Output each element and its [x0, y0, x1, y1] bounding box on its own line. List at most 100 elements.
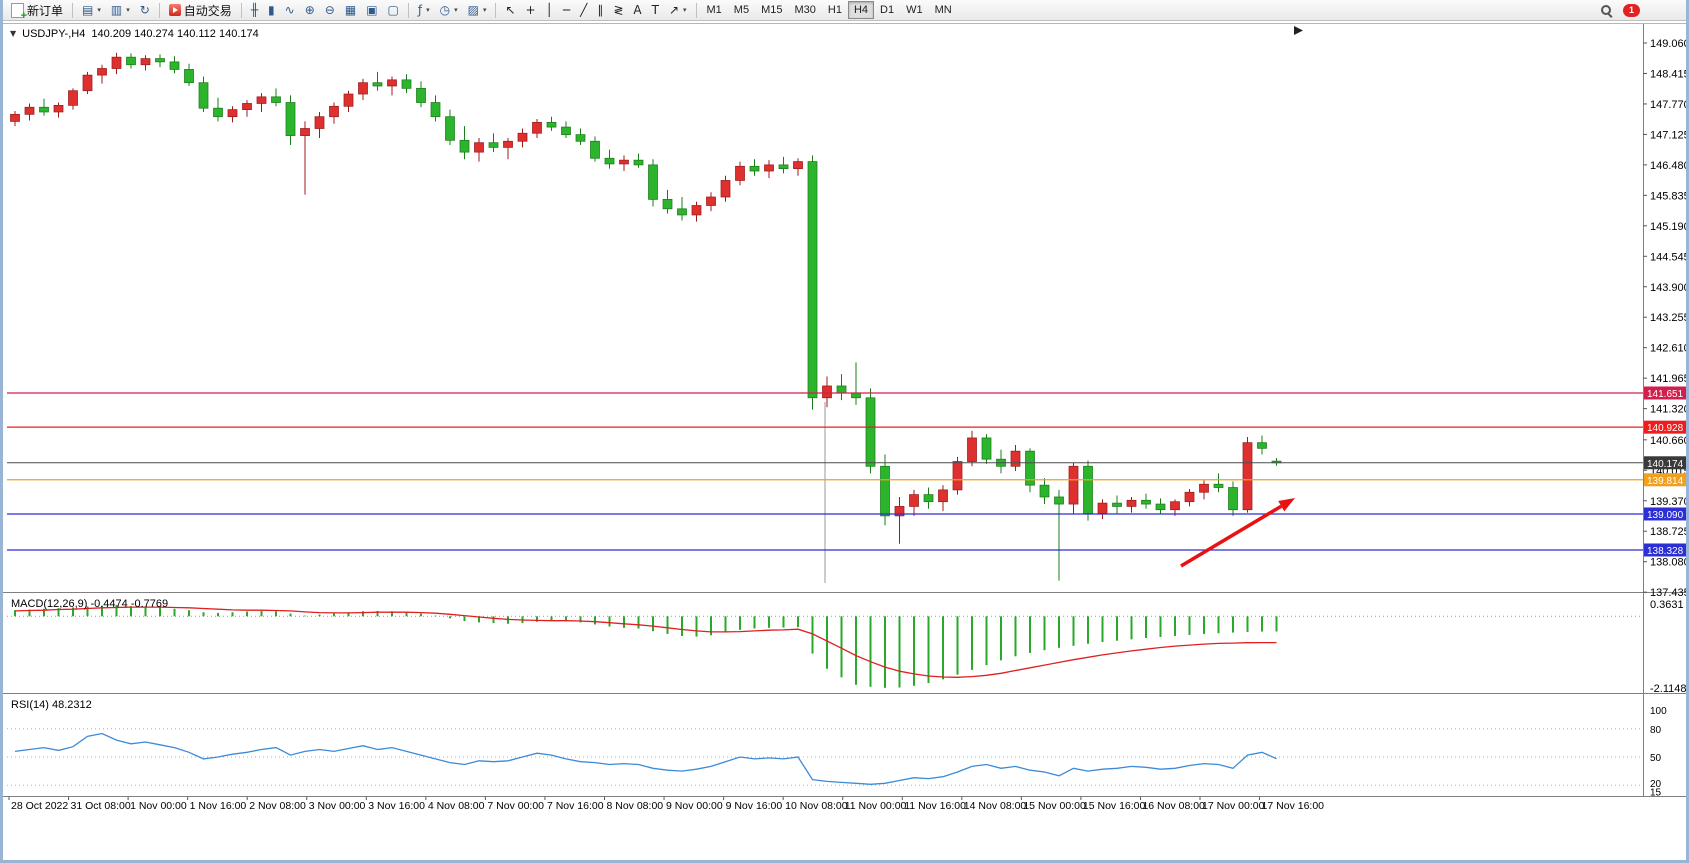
toolbar-separator	[495, 2, 497, 18]
rsi-axis-label: 80	[1650, 725, 1662, 736]
price-tag	[1644, 420, 1686, 434]
auto-arrange-button[interactable]: ▣	[361, 1, 382, 19]
timeframe-w1[interactable]: W1	[900, 1, 929, 19]
time-axis-label: 15 Nov 00:00	[1023, 800, 1086, 812]
candle-body	[1068, 465, 1079, 505]
trend-arrow-line[interactable]	[1180, 504, 1283, 568]
dropdown-caret-icon: ▾	[426, 6, 430, 14]
one-click-trading-toggle-icon[interactable]: ▼	[10, 29, 17, 38]
time-axis-label: 31 Oct 08:00	[71, 800, 131, 812]
candle-body	[300, 128, 310, 136]
candle-body	[24, 106, 35, 115]
trend-arrow-head[interactable]	[1278, 498, 1295, 512]
candle-body	[256, 96, 267, 104]
price-axis-label: 138.080	[1650, 557, 1689, 569]
time-axis-label: 8 Nov 08:00	[607, 800, 664, 812]
line-chart-button[interactable]: ∿	[280, 1, 300, 19]
candle-body	[880, 465, 890, 517]
profiles-button[interactable]: ▥ ▾	[106, 1, 135, 19]
zoom-in-button[interactable]: ⊕	[300, 1, 320, 19]
candle-body	[648, 164, 658, 200]
timeframe-m1[interactable]: M1	[701, 1, 728, 19]
dropdown-caret-icon: ▾	[126, 6, 130, 14]
timeframe-m30[interactable]: M30	[788, 1, 821, 19]
candle-body	[1170, 501, 1180, 511]
price-tag	[1644, 473, 1686, 487]
periods-button[interactable]: ◷ ▾	[435, 1, 463, 19]
new-order-label: 新订单	[27, 3, 64, 18]
indicators-button[interactable]: ƒ ▾	[413, 1, 435, 19]
candle-body	[894, 506, 905, 517]
label-button[interactable]: T	[647, 1, 664, 19]
candle-body	[111, 56, 122, 69]
candle-body	[140, 58, 151, 66]
timeframe-h1[interactable]: H1	[822, 1, 848, 19]
candle-body	[1054, 496, 1064, 505]
timeframe-m15[interactable]: M15	[755, 1, 788, 19]
candle-body	[1184, 491, 1195, 503]
price-tag	[1644, 456, 1686, 470]
candle-body	[169, 61, 180, 70]
fibonacci-icon: ≷	[613, 3, 624, 17]
candle-body	[851, 392, 861, 399]
timeframe-mn[interactable]: MN	[929, 1, 958, 19]
vertical-line-icon: │	[545, 3, 553, 17]
candle-body	[865, 397, 876, 467]
new-order-button[interactable]: 新订单	[6, 1, 68, 22]
zoom-in-icon: ⊕	[304, 3, 315, 17]
candle-body	[184, 69, 194, 84]
candle-body	[1126, 499, 1137, 507]
cursor-button[interactable]: ↖	[500, 1, 520, 19]
trendline-button[interactable]: ╱	[575, 1, 592, 19]
price-axis-label: 143.900	[1650, 282, 1689, 294]
text-button[interactable]: A	[628, 1, 646, 19]
time-axis-label: 9 Nov 00:00	[666, 800, 723, 812]
autotrading-button[interactable]: 自动交易	[164, 1, 237, 19]
horizontal-line-button[interactable]: ─	[558, 1, 575, 19]
price-axis-label: 143.255	[1650, 312, 1689, 324]
new-chart-button[interactable]: ▤ ▾	[77, 1, 106, 19]
time-axis-label: 3 Nov 00:00	[309, 800, 366, 812]
bar-chart-button[interactable]: ╫	[246, 1, 263, 19]
candle-body	[590, 140, 600, 159]
timeframe-d1[interactable]: D1	[874, 1, 900, 19]
search-icon	[1601, 4, 1612, 16]
candle-body	[329, 105, 339, 118]
zoom-out-icon: ⊖	[324, 3, 335, 17]
tile-windows-button[interactable]: ▦	[340, 1, 361, 19]
candle-body	[488, 142, 499, 148]
time-axis-label: 11 Nov 16:00	[904, 800, 966, 812]
candle-body	[155, 58, 165, 63]
candle-body	[938, 489, 948, 503]
arrows-button[interactable]: ↗ ▾	[664, 1, 692, 19]
vertical-line-button[interactable]: │	[541, 1, 558, 19]
search-button[interactable]	[1596, 1, 1617, 19]
price-axis-label: 138.725	[1650, 526, 1689, 538]
chart-header: ▼ USDJPY-,H4 140.209 140.274 140.112 140…	[10, 28, 259, 40]
crosshair-button[interactable]: +	[521, 1, 541, 19]
candle-body	[53, 104, 64, 113]
candle-body	[503, 140, 513, 148]
timeframe-h4[interactable]: H4	[847, 1, 875, 19]
horizontal-line-icon: ─	[562, 3, 571, 17]
candle-body	[836, 385, 847, 394]
notification-badge[interactable]: 1	[1623, 3, 1640, 17]
candle-body	[1097, 502, 1108, 514]
fibonacci-button[interactable]: ≷	[608, 1, 628, 19]
chart-shift-marker-icon[interactable]	[1294, 26, 1303, 35]
snap-grid-button[interactable]: ▢	[383, 1, 404, 19]
zoom-out-button[interactable]: ⊖	[320, 1, 340, 19]
channel-button[interactable]: ∥	[592, 1, 608, 19]
templates-button[interactable]: ▨ ▾	[463, 1, 492, 19]
time-axis-label: 2 Nov 08:00	[249, 800, 306, 812]
refresh-button[interactable]: ↻	[135, 1, 155, 19]
price-tag	[1644, 386, 1686, 400]
new-chart-icon: ▤	[82, 3, 94, 17]
candle-body	[735, 165, 745, 181]
time-axis-label: 9 Nov 16:00	[726, 800, 783, 812]
price-axis-label: 148.415	[1650, 68, 1689, 80]
timeframe-m5[interactable]: M5	[728, 1, 755, 19]
price-tag-label: 139.814	[1647, 476, 1684, 487]
price-tag-label: 140.928	[1647, 423, 1684, 434]
candlestick-button[interactable]: ▮	[263, 1, 280, 19]
